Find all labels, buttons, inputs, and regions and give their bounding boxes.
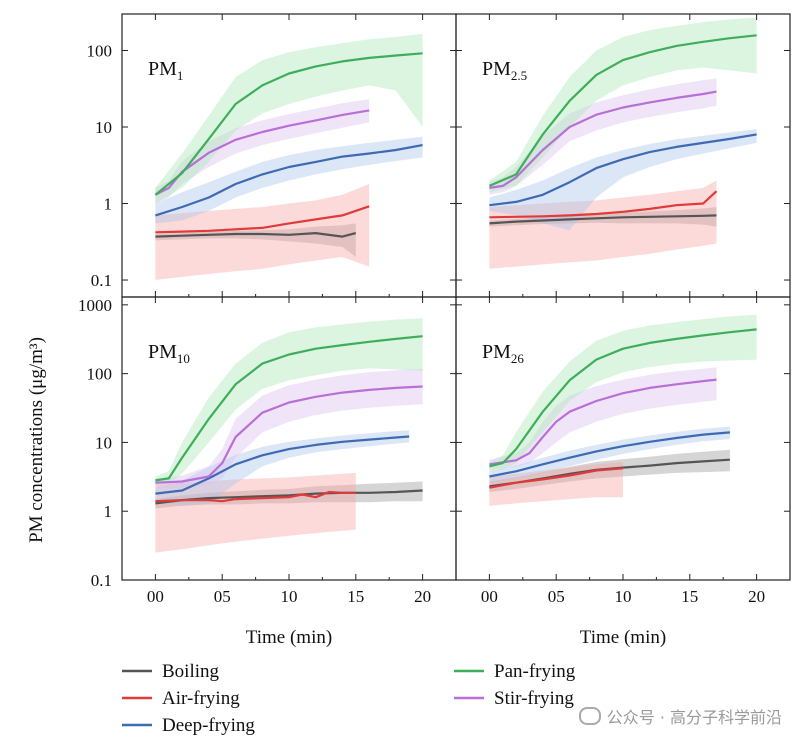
line-deep-4 [489,431,730,478]
line-pan-3 [155,335,423,482]
y-tick-label: 0.1 [91,571,112,590]
watermark-text: 公众号 · 高分子科学前沿 [606,708,782,727]
line-deep-3 [155,435,410,495]
legend: Boiling Air-frying Deep-frying Pan-frying St… [122,661,576,736]
legend-label-deep: Deep-frying [162,715,255,736]
panel-2: PM2.5 [482,17,757,269]
x-tick-label: 10 [615,587,632,606]
y-tick-label: 10 [95,118,112,137]
y-tick-label: 1 [104,502,113,521]
band-pan-4 [489,314,757,472]
legend-label-stir: Stir-frying [494,688,574,709]
x-axis-title-right: Time (min) [580,627,666,648]
line-pan-1 [154,52,423,196]
x-tick-label: 05 [548,587,565,606]
y-tick-label: 100 [87,365,113,384]
x-tick-label: 15 [681,587,698,606]
line-air-3 [155,490,356,503]
line-air-2 [489,190,718,219]
wechat-icon [578,707,601,725]
x-tick-label: 00 [147,587,164,606]
panel-title-3: PM10 [148,341,190,366]
legend-item-pan: Pan-frying [454,661,576,682]
y-tick-label: 0.1 [91,271,112,290]
panel-3: PM10 [148,318,423,553]
band-stir-4 [489,367,717,470]
x-axis-title-left: Time (min) [246,627,332,648]
legend-label-pan: Pan-frying [494,661,576,682]
legend-label-air: Air-frying [162,688,240,709]
band-boiling-4 [489,449,730,492]
x-tick-label: 05 [214,587,231,606]
legend-label-boiling: Boiling [162,661,220,682]
x-tick-label: 20 [414,587,431,606]
band-stir-3 [155,368,423,488]
line-air-4 [489,467,624,489]
x-tick-label: 10 [281,587,298,606]
axes-layer: 100 10 1 0.1 00 05 10 15 20 1000 100 10 1 0.1 00 05 10 15… [78,14,790,606]
band-air-1 [155,184,370,280]
y-tick-label: 10 [95,433,112,452]
x-tick-label: 20 [748,587,765,606]
watermark: 公众号 · 高分子科学前沿 [578,704,782,728]
line-deep-2 [489,133,757,207]
panel-title-4: PM26 [482,341,524,366]
line-stir-4 [489,378,717,466]
y-axis-title: PM concentrations (μg/m³) [26,337,47,543]
line-stir-3 [155,385,423,484]
band-stir-2 [489,78,717,195]
line-pan-2 [488,34,757,187]
y-tick-label: 1 [104,195,113,214]
band-deep-3 [155,430,410,506]
line-deep-1 [155,144,423,217]
x-tick-label: 00 [481,587,498,606]
line-air-1 [155,205,370,234]
panel-1: PM1 [148,33,423,280]
y-tick-label: 100 [87,42,113,61]
band-air-2 [489,180,717,269]
band-air-4 [489,462,623,506]
line-pan-4 [489,328,757,468]
band-pan-2 [489,17,757,193]
band-deep-2 [489,129,757,231]
legend-item-boiling: Boiling [122,661,220,682]
band-deep-1 [155,136,423,224]
legend-item-deep: Deep-frying [122,715,255,736]
panel-4: PM26 [482,314,757,506]
line-boiling-1 [155,232,357,238]
legend-item-air: Air-frying [122,688,240,709]
y-tick-label: 1000 [78,296,112,315]
panel-title-1: PM1 [148,58,183,83]
line-stir-2 [489,90,717,189]
band-pan-3 [155,318,423,486]
band-deep-4 [489,426,730,483]
x-tick-label: 15 [347,587,364,606]
band-boiling-2 [489,207,717,227]
line-boiling-2 [489,214,717,225]
panels-layer: PM1 PM2.5 PM10 PM26 [148,17,757,553]
line-boiling-3 [155,489,423,505]
panel-title-2: PM2.5 [482,58,527,83]
band-air-3 [155,472,356,553]
band-pan-1 [155,33,423,204]
legend-item-stir: Stir-frying [454,688,574,709]
band-stir-1 [155,99,370,204]
